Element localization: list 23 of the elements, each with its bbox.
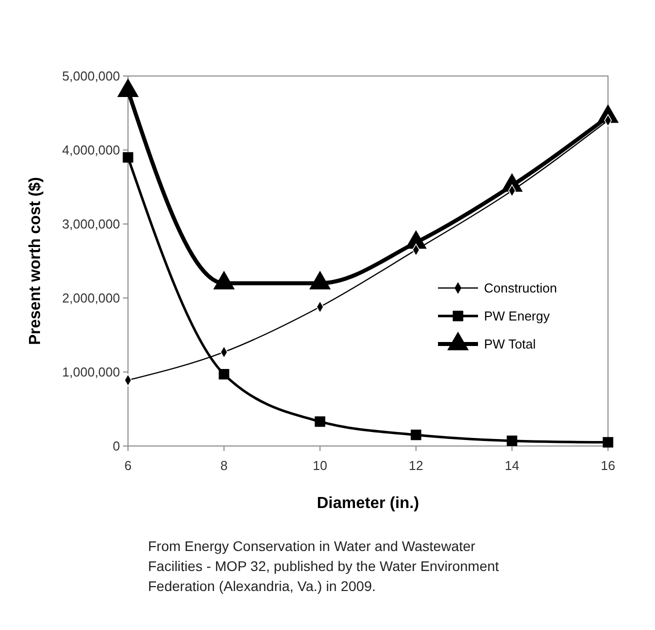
point [410,430,422,440]
x-tick-label: 6 [124,458,132,473]
y-tick-label: 3,000,000 [62,216,120,232]
x-tick-label: 14 [504,458,520,473]
x-axis-title: Diameter (in.) [316,495,420,512]
point [602,437,614,448]
text: From Energy Conservation in Water and Wastewater Facilities - MOP 32, published by the Water Environment Federation (Alexandria, Va.) in 2009. [148,538,500,594]
y-tick-label: 4,000,000 [62,142,120,158]
legend-label: Construction [484,280,557,296]
x-tick-label: 16 [600,458,616,473]
y-axis-title: Present worth cost ($) [27,176,44,346]
x-tick-label: 10 [312,458,328,473]
point [218,368,230,380]
legend-label: PW Total [484,336,536,352]
y-tick-label: 0 [112,438,120,454]
x-tick-label: 12 [408,458,424,473]
point [314,416,326,427]
legend-label: PW Energy [484,308,550,324]
point [506,436,518,446]
x-tick-label: 8 [220,458,228,473]
y-tick-label: 2,000,000 [62,290,120,306]
y-tick-label: 1,000,000 [62,364,120,380]
y-tick-label: 5,000,000 [62,68,120,84]
